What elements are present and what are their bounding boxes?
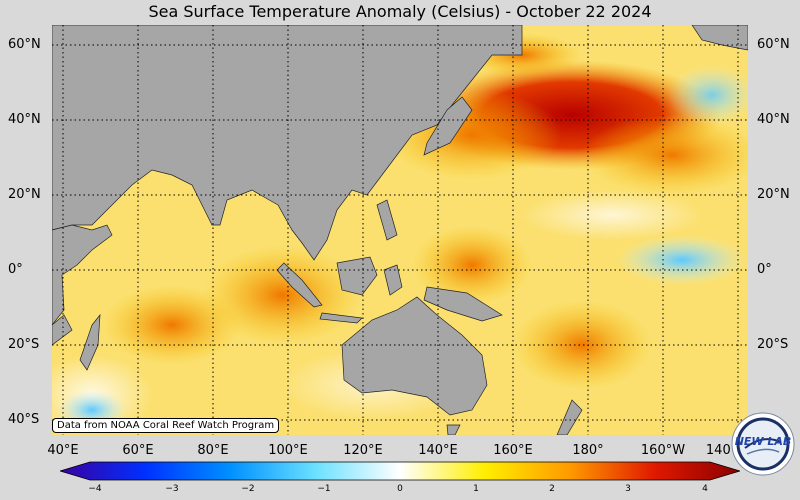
lat-label-left: 20°N [8,187,41,202]
lon-label: 160°E [493,443,533,458]
colorbar-tick: 2 [549,484,555,494]
map-title: Sea Surface Temperature Anomaly (Celsius… [148,2,652,21]
lat-label-right: 0° [757,262,772,277]
lat-label-left: 40°N [8,112,41,127]
colorbar-fill [60,461,740,481]
colorbar-tick: −4 [88,484,102,494]
lat-label-left: 40°S [8,412,40,427]
colorbar-tick: 3 [625,484,631,494]
lon-label: 180° [572,443,604,458]
colorbar-tick: −3 [165,484,179,494]
data-credit: Data from NOAA Coral Reef Watch Program [52,418,280,433]
colorbar [60,461,740,481]
lat-label-right: 20°N [757,187,790,202]
lat-label-right: 20°S [757,337,789,352]
new-lab-logo: NEW LAB [731,412,795,476]
lon-label: 160°W [640,443,686,458]
colorbar-tick: −1 [317,484,331,494]
lon-label: 80°E [197,443,229,458]
lon-label: 60°E [122,443,154,458]
lat-label-left: 60°N [8,37,41,52]
lon-label: 40°E [47,443,79,458]
lon-label: 140°E [418,443,458,458]
cold-anomaly-equatorial-pacific [617,235,747,285]
lat-label-left: 0° [8,262,23,277]
logo-text: NEW LAB [735,435,792,448]
graticule [52,25,748,435]
sst-anomaly-map [52,25,748,435]
lon-label: 100°E [268,443,308,458]
colorbar-tick: 0 [397,484,403,494]
land-masses [52,25,748,435]
lat-label-right: 40°N [757,112,790,127]
lat-label-right: 60°N [757,37,790,52]
colorbar-tick: 1 [473,484,479,494]
lat-label-left: 20°S [8,337,40,352]
colorbar-tick: 4 [702,484,708,494]
lon-label: 120°E [343,443,383,458]
colorbar-tick: −2 [241,484,255,494]
